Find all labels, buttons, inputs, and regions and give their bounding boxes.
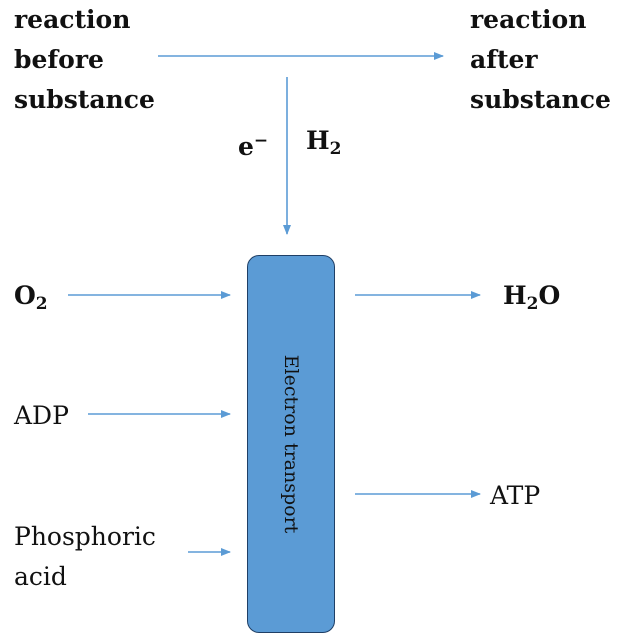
reaction-after-line: after <box>470 45 538 74</box>
phosphoric-acid-label: Phosphoric acid <box>14 517 156 597</box>
adp-label: ADP <box>14 401 69 430</box>
oxygen-base: O <box>14 281 36 310</box>
hydrogen-subscript: 2 <box>329 139 342 159</box>
water-label: H2O <box>503 276 560 324</box>
water-subscript: 2 <box>526 294 539 314</box>
hydrogen-label: H2 <box>306 121 341 169</box>
reaction-after-label: reaction after substance <box>470 0 611 120</box>
electron-base: e <box>238 132 254 161</box>
electron-transport-box <box>247 255 335 633</box>
reaction-before-line: substance <box>14 85 155 114</box>
electron-transport-label: Electron transport <box>280 354 302 534</box>
phosphoric-acid-line: acid <box>14 562 67 591</box>
phosphoric-acid-line: Phosphoric <box>14 522 156 551</box>
reaction-after-line: substance <box>470 85 611 114</box>
atp-label: ATP <box>490 481 541 510</box>
reaction-before-line: reaction <box>14 5 131 34</box>
oxygen-subscript: 2 <box>35 294 48 314</box>
oxygen-label: O2 <box>14 276 48 324</box>
electron-label: e− <box>238 121 268 167</box>
water-base: H <box>503 281 527 310</box>
electron-charge: − <box>253 131 269 151</box>
water-tail: O <box>538 281 561 310</box>
reaction-before-line: before <box>14 45 104 74</box>
reaction-before-label: reaction before substance <box>14 0 155 120</box>
hydrogen-base: H <box>306 126 330 155</box>
reaction-after-line: reaction <box>470 5 587 34</box>
